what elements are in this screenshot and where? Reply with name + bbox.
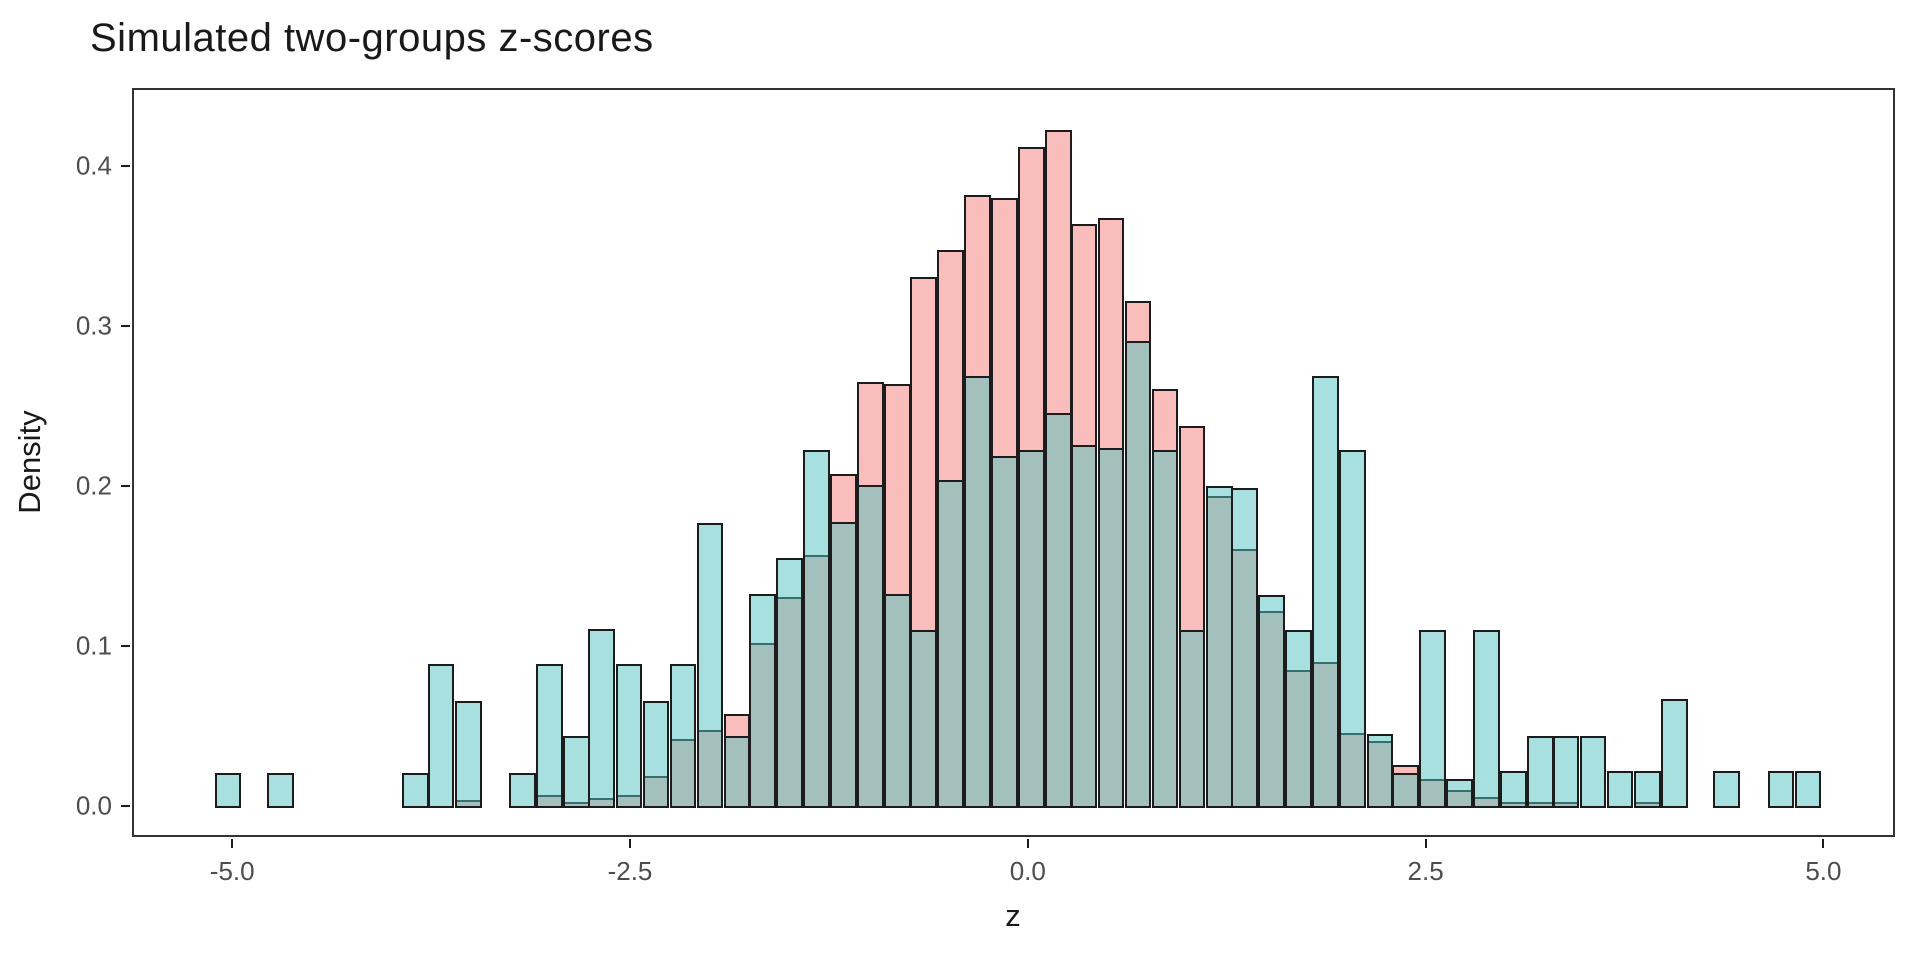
teal-histogram-bar [909, 630, 937, 808]
x-axis-tick [1424, 839, 1427, 848]
teal-histogram-bar [1018, 449, 1045, 808]
y-axis-tick-label: 0.0 [75, 790, 112, 821]
teal-histogram-bar [991, 455, 1018, 808]
teal-histogram-bar [936, 479, 964, 808]
teal-histogram-bar [1124, 340, 1152, 808]
teal-histogram-bar [1552, 736, 1580, 808]
teal-histogram-bar [1205, 486, 1233, 808]
y-axis-tick [121, 164, 130, 167]
teal-histogram-bar [1606, 771, 1634, 808]
teal-histogram-bar [723, 736, 751, 808]
teal-histogram-bar [669, 664, 697, 808]
y-axis-tick-label: 0.3 [75, 310, 112, 341]
x-axis-tick-label: 0.0 [1009, 856, 1046, 886]
x-axis-tick-label: -2.5 [607, 856, 653, 886]
teal-histogram-bar [830, 521, 858, 808]
teal-histogram-bar [402, 772, 429, 808]
x-axis-tick-label: -5.0 [209, 856, 255, 886]
x-axis-tick-label: 5.0 [1805, 856, 1842, 886]
y-axis-tick-label: 0.1 [75, 630, 112, 661]
y-axis-tick [121, 805, 130, 807]
y-axis-tick-label: 0.4 [75, 150, 112, 181]
teal-histogram-bar [1500, 771, 1527, 808]
teal-histogram-bar [588, 628, 616, 808]
teal-histogram-bar [1151, 449, 1179, 808]
teal-histogram-bar [1285, 630, 1313, 808]
teal-histogram-bar [615, 664, 643, 808]
teal-histogram-bar [776, 558, 803, 808]
y-axis-tick-label: 0.2 [75, 470, 112, 501]
teal-histogram-bar [535, 664, 563, 808]
teal-histogram-bar [1231, 487, 1258, 808]
teal-histogram-bar [1767, 771, 1795, 808]
teal-histogram-bar [1178, 630, 1206, 808]
teal-histogram-bar [1097, 447, 1125, 808]
chart-title: Simulated two-groups z-scores [90, 16, 654, 60]
y-axis-tick [121, 644, 130, 647]
teal-histogram-bar [1660, 699, 1688, 808]
teal-histogram-bar [1312, 375, 1340, 808]
teal-histogram-bar [563, 736, 590, 808]
teal-histogram-bar [1579, 736, 1607, 808]
teal-histogram-bar [1045, 412, 1072, 808]
teal-histogram-bar [1713, 771, 1741, 808]
plot-panel [132, 88, 1895, 837]
teal-histogram-bar [1391, 772, 1419, 808]
x-axis-tick [1822, 839, 1825, 848]
teal-histogram-bar [1070, 444, 1098, 808]
x-axis-tick [231, 839, 234, 848]
x-axis-tick [1026, 839, 1029, 848]
teal-histogram-bar [267, 772, 294, 808]
x-axis-tick-label: 2.5 [1407, 856, 1444, 886]
y-axis-tick [121, 324, 130, 327]
teal-histogram-bar [857, 484, 885, 808]
y-axis-tick [121, 484, 130, 487]
teal-histogram-bar [1794, 771, 1822, 808]
teal-histogram-bar [454, 700, 482, 808]
teal-histogram-bar [803, 449, 830, 808]
teal-histogram-bar [1366, 734, 1394, 808]
teal-histogram-layer [134, 90, 1893, 835]
teal-histogram-bar [508, 772, 536, 808]
teal-histogram-bar [696, 523, 724, 808]
teal-histogram-bar [1633, 771, 1661, 808]
teal-histogram-bar [1473, 630, 1500, 808]
teal-histogram-bar [1419, 630, 1446, 808]
teal-histogram-bar [642, 700, 670, 808]
x-axis-tick [629, 839, 631, 848]
x-axis-title: z [1005, 898, 1021, 933]
teal-histogram-bar [1339, 449, 1367, 808]
teal-histogram-bar [1258, 595, 1286, 808]
teal-histogram-bar [1527, 736, 1554, 808]
teal-histogram-bar [963, 375, 991, 808]
y-axis-title: Density [12, 410, 47, 514]
teal-histogram-bar [427, 664, 455, 808]
teal-histogram-bar [884, 593, 912, 808]
teal-histogram-bar [1446, 779, 1473, 808]
teal-histogram-bar [749, 593, 776, 808]
teal-histogram-bar [214, 772, 242, 808]
